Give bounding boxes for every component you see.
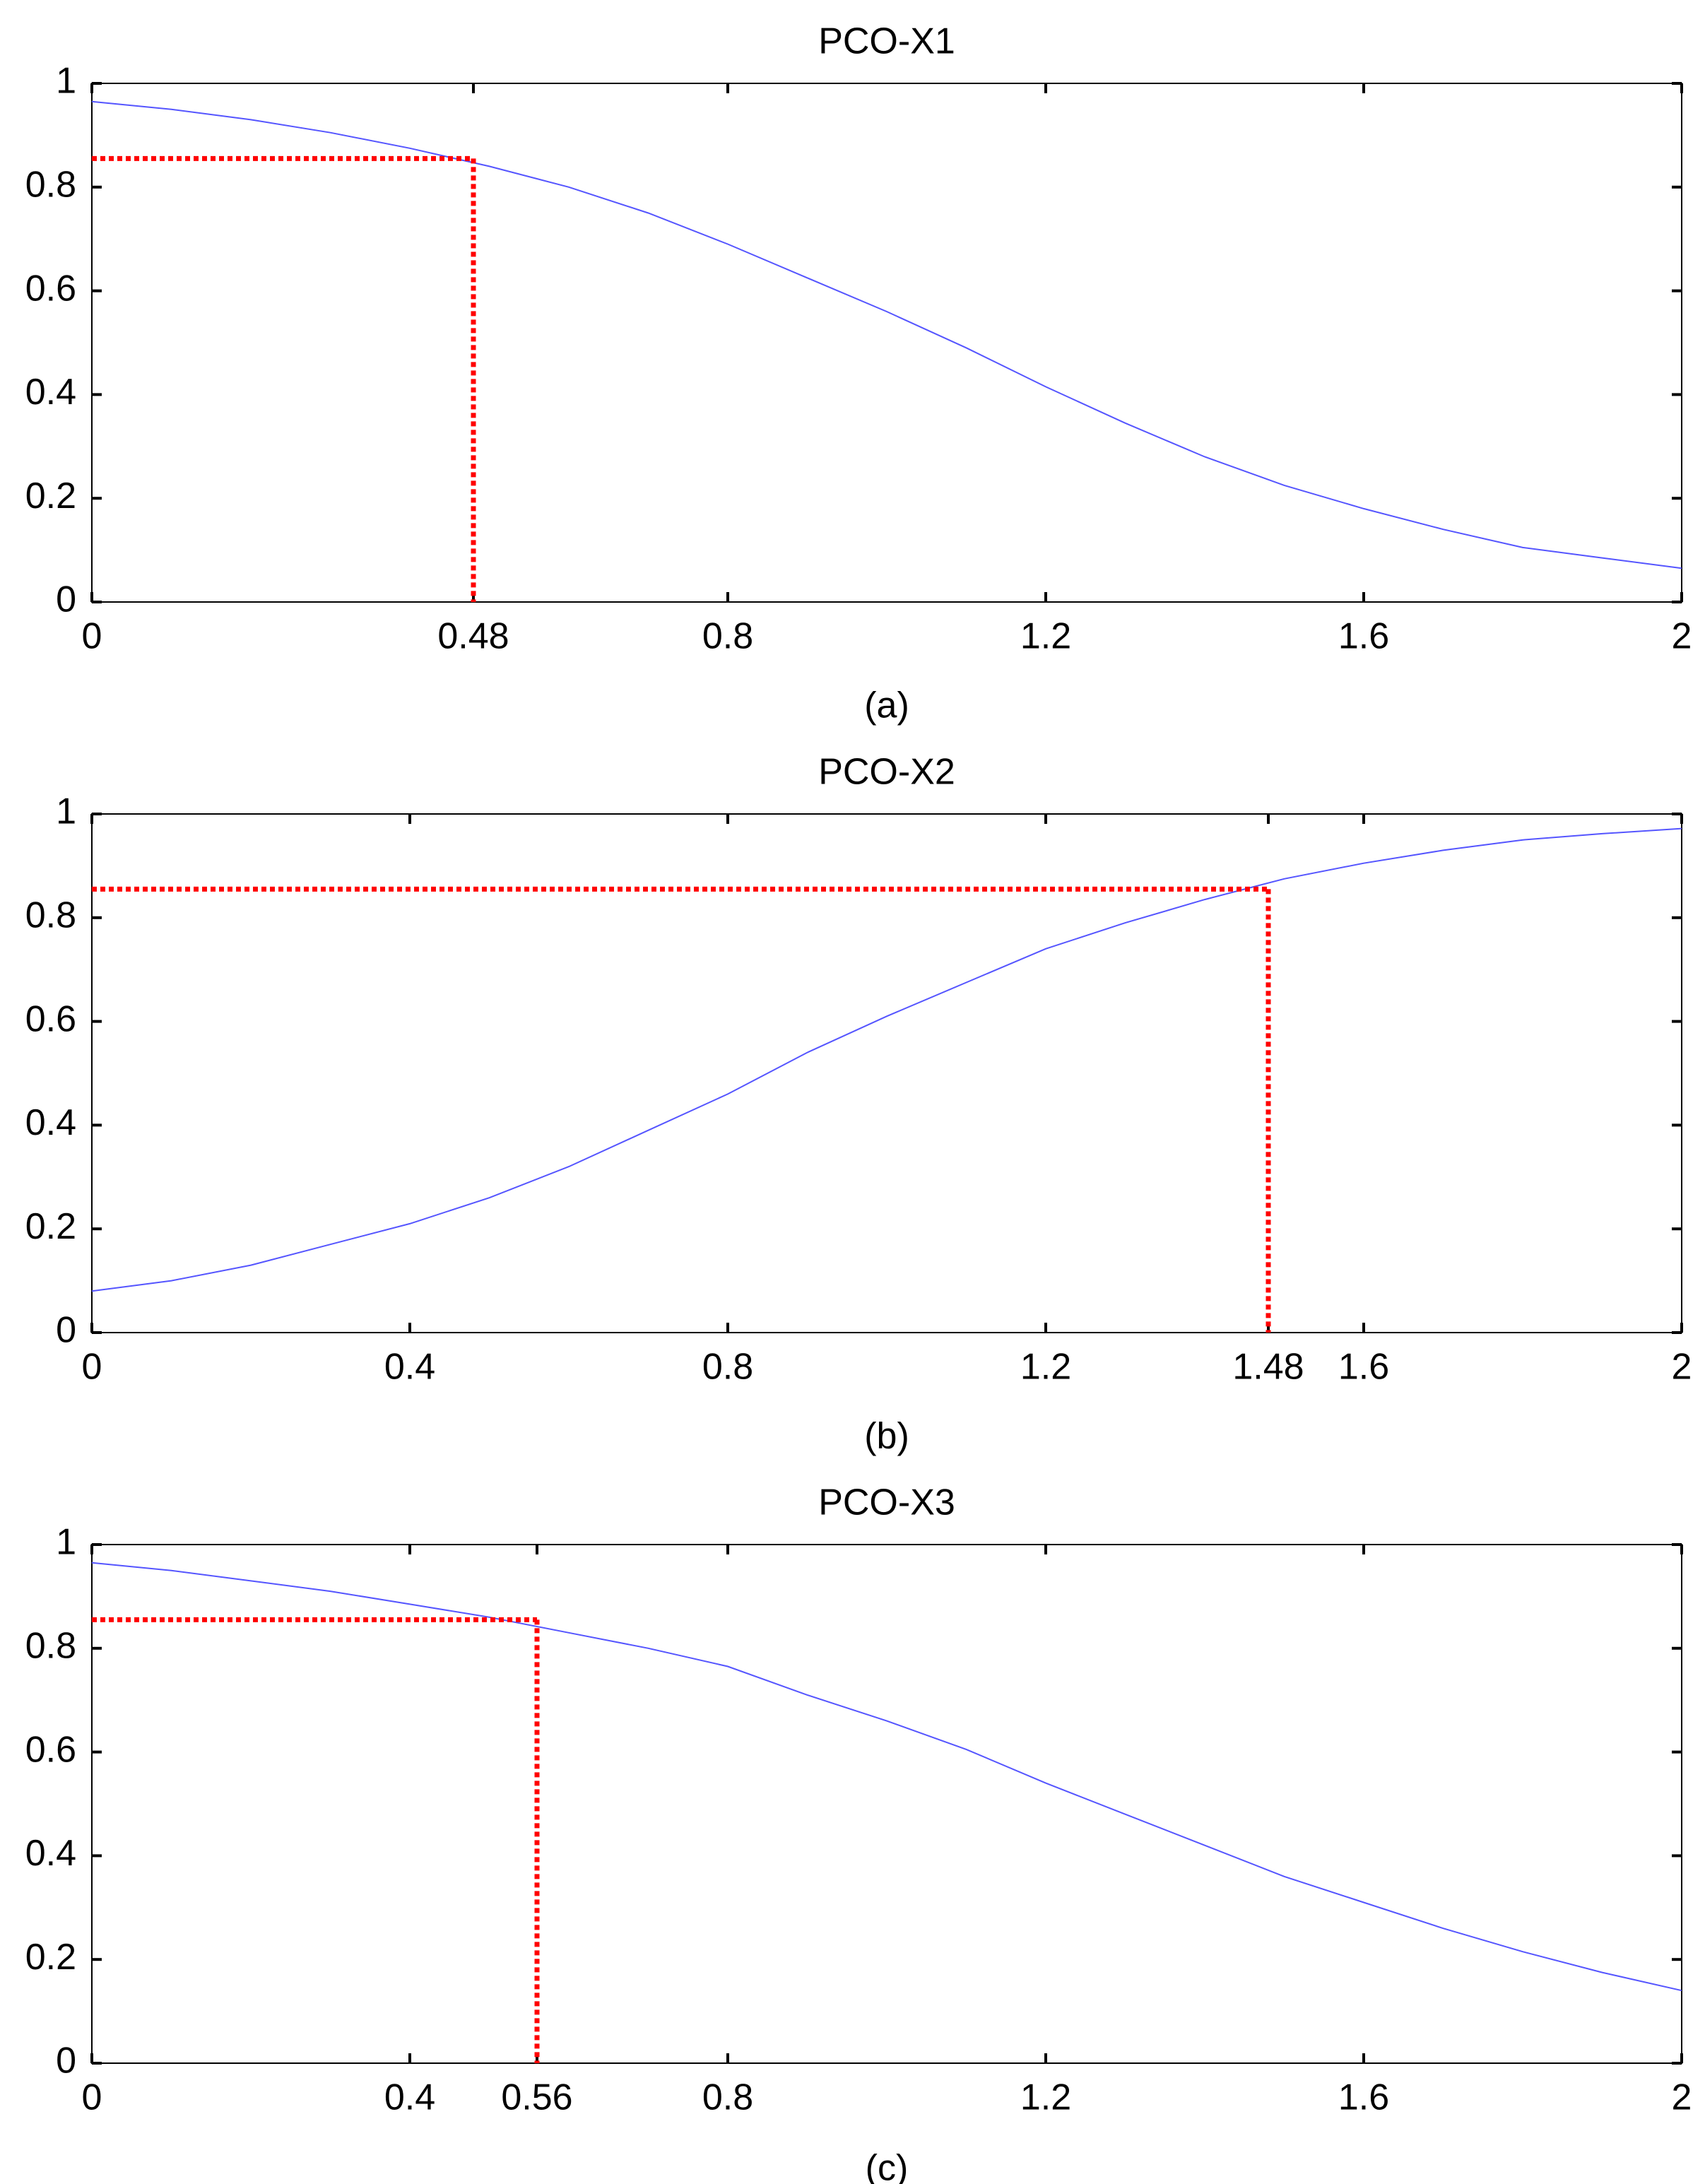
y-tick-label: 0.8 — [25, 165, 76, 206]
x-tick-label: 1.2 — [1020, 616, 1071, 657]
x-tick-label: 0.48 — [437, 616, 509, 657]
subplot-label: (c) — [866, 2148, 909, 2184]
chart-panel-c: PCO-X3 0 0.4 0.56 0.8 1.2 1.6 2 0 0.2 0.4 0.6 0.8 1 (c… — [25, 1482, 1692, 2184]
y-tick-label: 1 — [56, 1522, 76, 1563]
x-tick-label: 0.56 — [501, 2077, 572, 2118]
y-tick-label: 0 — [56, 1310, 76, 1351]
axes-frame — [91, 813, 1682, 1333]
y-tick-label: 1 — [56, 791, 76, 832]
y-tick-label: 0.8 — [25, 895, 76, 936]
y-tick-label: 0 — [56, 2041, 76, 2082]
x-tick-label: 0 — [82, 2077, 102, 2118]
chart-title: PCO-X3 — [818, 1482, 955, 1523]
axes-frame — [91, 1544, 1682, 2064]
y-tick-label: 0 — [56, 579, 76, 620]
x-tick-label: 0.8 — [702, 2077, 753, 2118]
x-tick-label: 1.2 — [1020, 2077, 1071, 2118]
x-tick-label: 0 — [82, 1347, 102, 1388]
x-tick-label: 1.6 — [1338, 2077, 1389, 2118]
chart-title: PCO-X1 — [818, 21, 955, 62]
chart-panel-b: PCO-X2 0 0.4 0.8 1.2 1.48 1.6 2 0 0.2 0.4 0.6 0.8 1 (b… — [25, 752, 1692, 1457]
y-tick-label: 0.6 — [25, 998, 76, 1039]
y-tick-label: 0.2 — [25, 1937, 76, 1978]
x-tick-label: 2 — [1672, 1347, 1692, 1388]
x-tick-label: 0 — [82, 616, 102, 657]
chart-title: PCO-X2 — [818, 752, 955, 793]
series-line — [91, 100, 1682, 569]
series-line — [91, 1562, 1682, 1992]
subplot-label: (a) — [864, 685, 909, 726]
y-tick-label: 0.8 — [25, 1626, 76, 1667]
y-tick-label: 1 — [56, 61, 76, 102]
x-tick-label: 2 — [1672, 2077, 1692, 2118]
chart-panel-a: PCO-X1 0 0.48 0.8 1.2 1.6 2 0 0.2 0.4 0.6 0.8 1 (a) — [25, 21, 1692, 726]
y-tick-label: 0.2 — [25, 1206, 76, 1247]
axes-frame — [91, 83, 1682, 603]
y-tick-label: 0.4 — [25, 1833, 76, 1874]
series-line — [91, 827, 1682, 1292]
x-tick-label: 2 — [1672, 616, 1692, 657]
y-tick-label: 0.6 — [25, 1729, 76, 1770]
x-tick-label: 1.48 — [1232, 1347, 1304, 1388]
x-tick-label: 0.8 — [702, 616, 753, 657]
x-tick-label: 0.8 — [702, 1347, 753, 1388]
x-tick-label: 1.6 — [1338, 616, 1389, 657]
y-tick-label: 0.4 — [25, 372, 76, 413]
x-tick-label: 0.4 — [384, 1347, 435, 1388]
y-tick-label: 0.6 — [25, 268, 76, 309]
x-tick-label: 0.4 — [384, 2077, 435, 2118]
x-tick-label: 1.6 — [1338, 1347, 1389, 1388]
y-tick-label: 0.4 — [25, 1102, 76, 1143]
y-tick-label: 0.2 — [25, 476, 76, 517]
subplot-label: (b) — [864, 1416, 909, 1457]
x-tick-label: 1.2 — [1020, 1347, 1071, 1388]
